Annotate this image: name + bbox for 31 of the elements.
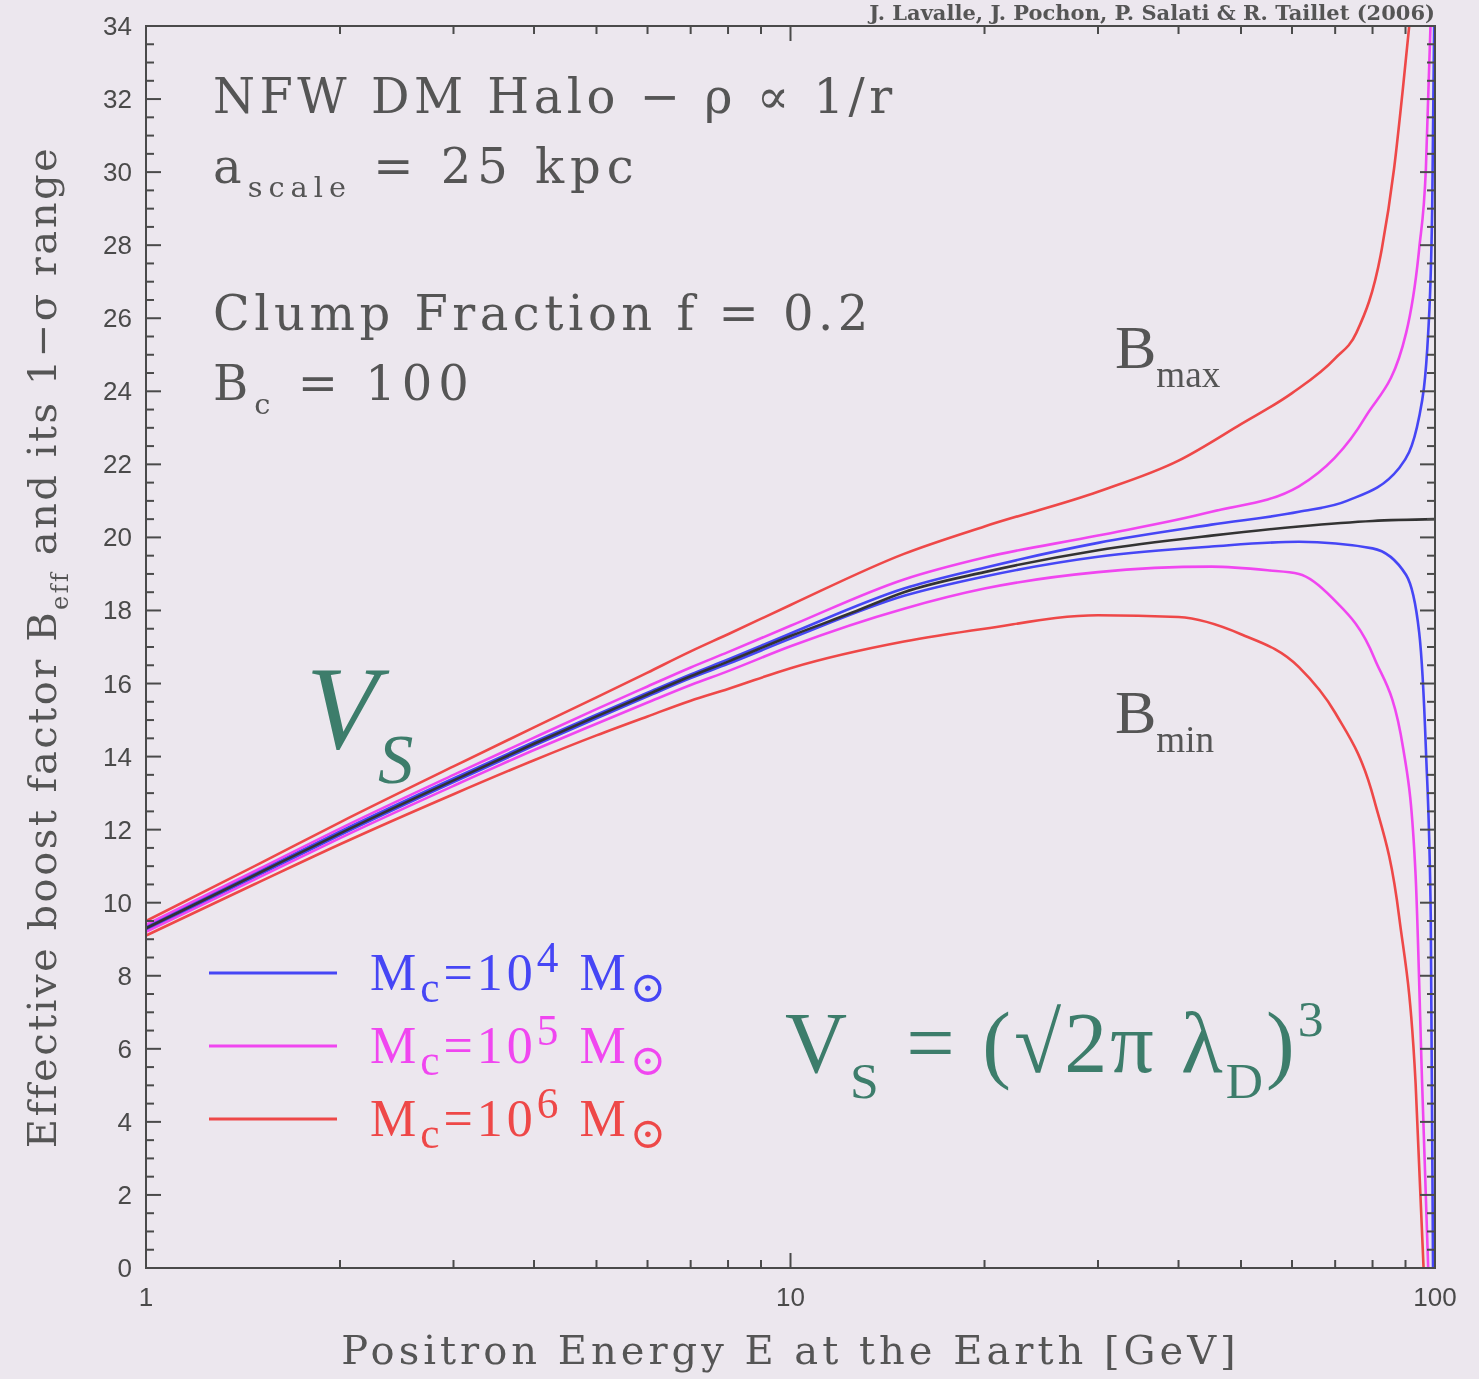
y-tick-label: 8 (117, 960, 132, 991)
y-tick-label: 14 (103, 741, 132, 772)
y-tick-label: 4 (117, 1106, 132, 1137)
y-tick-label: 22 (103, 449, 132, 480)
y-tick-label: 10 (103, 887, 132, 918)
y-tick-label: 16 (103, 668, 132, 699)
y-tick-label: 34 (103, 11, 132, 41)
y-tick-label: 12 (103, 814, 132, 845)
x-tick-label: 1 (138, 1282, 154, 1312)
y-tick-label: 28 (103, 230, 132, 261)
y-tick-label: 2 (117, 1179, 132, 1210)
y-tick-label: 6 (117, 1033, 132, 1064)
y-tick-label: 0 (117, 1253, 132, 1283)
text: J. Lavalle, J. Pochon, P. Salati & R. Taillet (2006) (867, 0, 1435, 25)
annotation: V$_{S}$ (306, 643, 414, 799)
annotation: NFW DM Halo − ρ ∝ 1/r (213, 68, 897, 124)
annotation: Clump Fraction f = 0.2 (213, 285, 873, 341)
annotation: V$_{S}$ = (√2π λ$_{D}$)$^{3}$ (785, 989, 1327, 1109)
x-tick-label: 100 (1413, 1282, 1457, 1312)
y-tick-label: 32 (103, 84, 132, 115)
x-tick-label: 10 (776, 1282, 805, 1312)
y-tick-label: 26 (103, 303, 132, 334)
y-tick-label: 30 (103, 157, 132, 188)
annotation: B$_{max}$ (1115, 313, 1221, 395)
x-axis-title: Positron Energy E at the Earth [GeV] (341, 1327, 1240, 1373)
y-tick-label: 24 (103, 376, 132, 407)
annotation: B$_{min}$ (1115, 678, 1215, 760)
annotation: B$_{c}$ = 100 (213, 355, 475, 422)
y-tick-label: 20 (103, 522, 132, 553)
annotation: a$_{scale}$ = 25 kpc (213, 138, 640, 205)
y-tick-label: 18 (103, 595, 132, 626)
